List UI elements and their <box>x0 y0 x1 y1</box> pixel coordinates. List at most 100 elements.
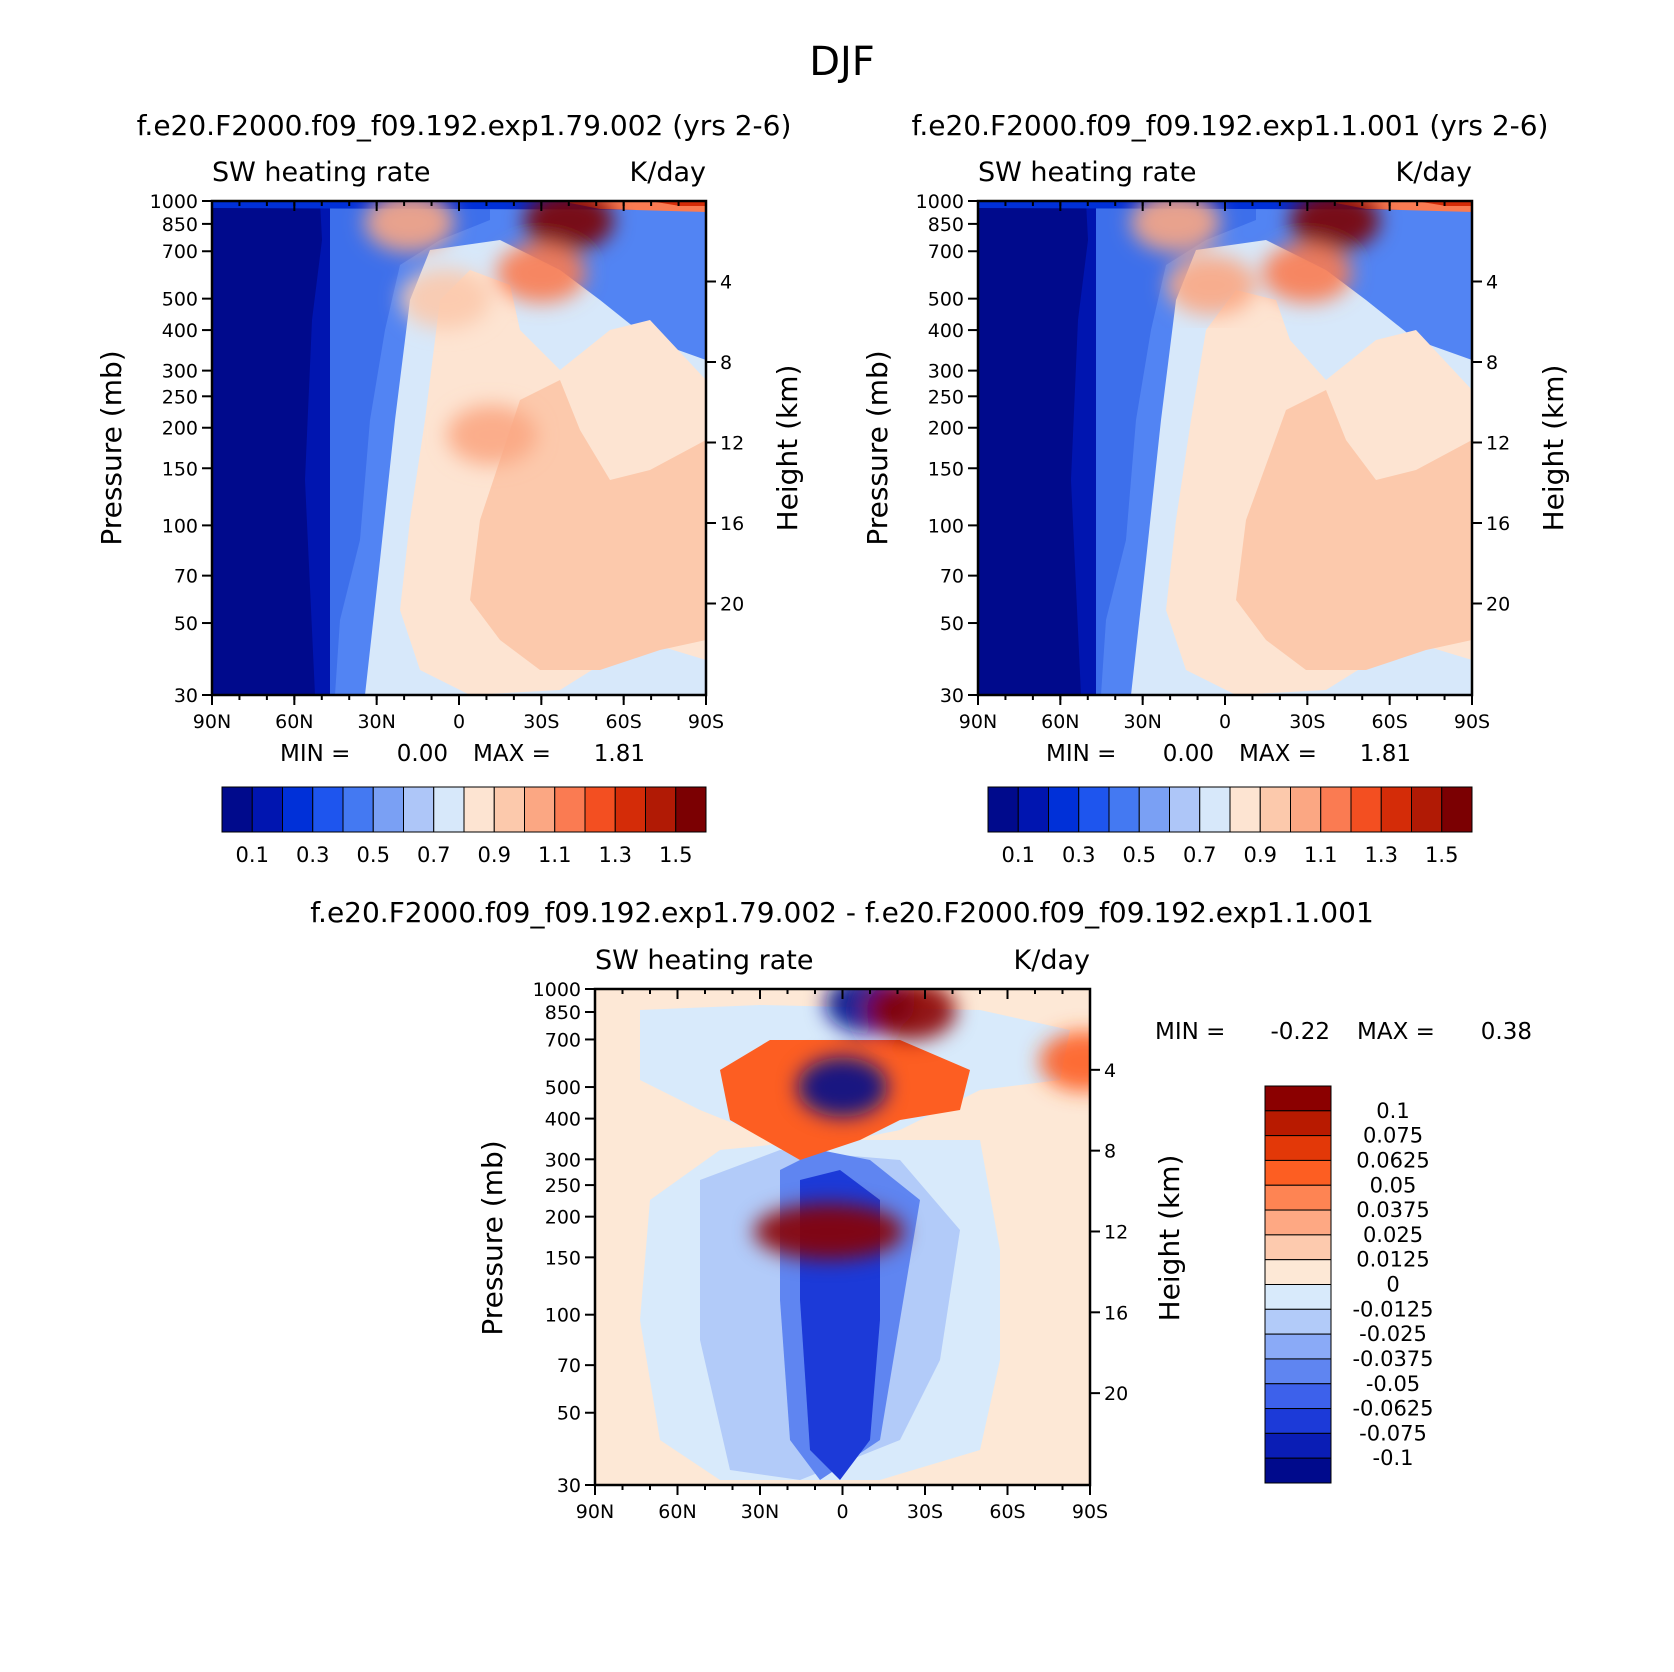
feature-mark <box>1130 201 1221 253</box>
x-tick-label: 60N <box>275 711 313 733</box>
colorbar-label: 0.7 <box>417 843 450 867</box>
panel-1-title: f.e20.F2000.f09_f09.192.exp1.79.002 (yrs… <box>137 109 792 142</box>
x-tick-label: 30S <box>1289 711 1325 733</box>
x-tick-label: 30N <box>1123 711 1161 733</box>
colorbar-swatch <box>1169 786 1201 833</box>
panel-3-title: f.e20.F2000.f09_f09.192.exp1.79.002 - f.… <box>310 896 1374 929</box>
colorbar-swatch <box>1264 1408 1332 1434</box>
y-tick-label: 500 <box>928 289 964 311</box>
x-tick-label: 30S <box>523 711 559 733</box>
panel-1-min-value: 0.00 <box>397 741 448 767</box>
colorbar-label: 0.075 <box>1363 1124 1423 1148</box>
y-tick-label: 100 <box>545 1305 581 1327</box>
panel-1-max-value: 1.81 <box>594 741 645 767</box>
panel-2: f.e20.F2000.f09_f09.192.exp1.1.001 (yrs … <box>861 109 1570 867</box>
y-tick-label: 70 <box>940 566 964 588</box>
y-tick-label: 300 <box>162 361 198 383</box>
colorbar-swatch <box>372 786 404 833</box>
x-tick-label: 90S <box>688 711 724 733</box>
height-tick-label: 8 <box>1104 1141 1116 1163</box>
x-tick-label: 90N <box>193 711 231 733</box>
panel-3-ylabel-right: Height (km) <box>1153 1155 1186 1322</box>
x-tick-label: 60N <box>658 1501 696 1523</box>
feature-mark <box>400 268 491 329</box>
colorbar-swatch <box>1264 1234 1332 1261</box>
feature-mark <box>1289 201 1380 251</box>
contour-band <box>330 201 706 695</box>
y-tick-label: 150 <box>545 1247 581 1269</box>
colorbar-label: -0.05 <box>1366 1372 1420 1396</box>
x-tick-label: 90S <box>1072 1501 1108 1523</box>
height-tick-label: 16 <box>1104 1302 1128 1324</box>
panel-1-ylabel: Pressure (mb) <box>95 350 128 545</box>
x-tick-label: 90N <box>576 1501 614 1523</box>
feature-mark <box>1166 255 1257 316</box>
colorbar-swatch <box>1078 786 1110 833</box>
panel-1-right-subtitle: K/day <box>630 157 706 188</box>
y-tick-label: 500 <box>162 289 198 311</box>
colorbar-label: 0.0125 <box>1356 1248 1429 1272</box>
colorbar-swatch <box>1411 786 1443 833</box>
feature-mark <box>1262 242 1353 303</box>
colorbar-label: 1.5 <box>1425 843 1458 867</box>
y-tick-label: 50 <box>557 1403 581 1425</box>
panel-3-max-label: MAX = <box>1357 1019 1435 1045</box>
panel-2-colorbar: 0.1 0.3 0.5 0.7 0.9 1.1 1.3 1.5 <box>987 786 1473 867</box>
colorbar-swatch <box>1264 1432 1332 1459</box>
colorbar-swatch <box>1380 786 1412 833</box>
x-tick-label: 30N <box>741 1501 779 1523</box>
colorbar-label: -0.075 <box>1359 1421 1427 1445</box>
colorbar-swatch <box>1264 1358 1332 1385</box>
y-tick-label: 400 <box>545 1109 581 1131</box>
colorbar-swatch <box>1264 1184 1332 1211</box>
contour-band <box>470 380 706 670</box>
y-tick-label: 400 <box>928 320 964 342</box>
x-tick-label: 30S <box>907 1501 943 1523</box>
y-tick-label: 250 <box>545 1175 581 1197</box>
feature-mark <box>446 404 537 465</box>
panel-2-min-value: 0.00 <box>1163 741 1214 767</box>
x-tick-label: 60S <box>989 1501 1025 1523</box>
colorbar-swatch <box>1108 786 1140 833</box>
colorbar-swatch <box>1264 1457 1332 1484</box>
panel-1-left-subtitle: SW heating rate <box>212 157 430 188</box>
colorbar-swatch <box>524 786 556 833</box>
x-tick-label: 0 <box>453 711 465 733</box>
colorbar-swatch <box>584 786 616 833</box>
colorbar-swatch <box>1138 786 1170 833</box>
height-tick-label: 16 <box>1486 513 1510 535</box>
panel-2-plot-area <box>978 201 1472 695</box>
feature-mark <box>753 1203 904 1260</box>
colorbar-swatch <box>1264 1259 1332 1285</box>
height-tick-label: 20 <box>720 594 744 616</box>
y-tick-label: 300 <box>545 1149 581 1171</box>
colorbar-swatch <box>554 786 586 833</box>
colorbar-swatch <box>1199 786 1231 833</box>
colorbar-label: 0 <box>1386 1273 1399 1297</box>
x-tick-label: 60N <box>1041 711 1079 733</box>
colorbar-swatch <box>1264 1284 1332 1310</box>
x-tick-label: 0 <box>1219 711 1231 733</box>
colorbar-swatch <box>1264 1159 1332 1186</box>
y-tick-label: 1000 <box>916 191 964 213</box>
panel-1-min-label: MIN = <box>280 741 350 767</box>
panel-1-feature-marks <box>364 201 614 465</box>
y-tick-label: 50 <box>174 613 198 635</box>
height-tick-label: 20 <box>1104 1383 1128 1405</box>
panel-3-stats: MIN = -0.22 MAX = 0.38 <box>1155 1019 1532 1045</box>
colorbar-label: 0.0375 <box>1356 1198 1429 1222</box>
feature-mark <box>364 201 455 253</box>
y-tick-label: 300 <box>928 361 964 383</box>
panel-3-feature-marks <box>753 989 1090 1260</box>
x-tick-label: 90N <box>959 711 997 733</box>
y-tick-label: 70 <box>174 566 198 588</box>
y-tick-label: 150 <box>928 458 964 480</box>
y-tick-label: 200 <box>928 418 964 440</box>
y-tick-label: 150 <box>162 458 198 480</box>
panel-1-plot-area <box>212 201 706 695</box>
colorbar-swatch <box>342 786 374 833</box>
